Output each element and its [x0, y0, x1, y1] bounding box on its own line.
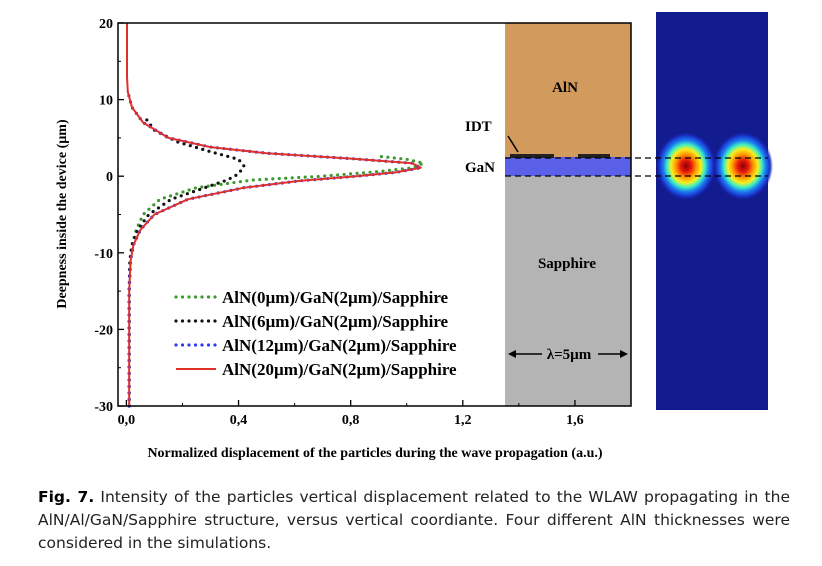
legend-label-3: AlN(12µm)/GaN(2µm)/Sapphire [222, 336, 457, 355]
idt-pointer [507, 135, 519, 153]
figure: AlN IDT GaN Sapphire λ=5µm 20 10 0 -10 -20 -3… [55, 12, 773, 461]
x-tick-label: 0,0 [118, 413, 136, 428]
plot-area [126, 23, 426, 408]
idt-electrode [510, 154, 554, 158]
axes: 20 10 0 -10 -20 -30 0,0 0,4 0,8 1,2 1,6 [94, 17, 632, 428]
caption-label: Fig. 7. [38, 488, 95, 506]
caption-text: Intensity of the particles vertical disp… [38, 488, 790, 552]
legend-label-2: AlN(6µm)/GaN(2µm)/Sapphire [222, 312, 449, 331]
wavelength-arrow [508, 350, 628, 358]
y-tick-label: -10 [94, 247, 113, 262]
figure-caption: Fig. 7. Intensity of the particles verti… [38, 486, 790, 555]
gan-label: GaN [465, 160, 495, 176]
legend-label-1: AlN(0µm)/GaN(2µm)/Sapphire [222, 288, 449, 307]
legend-label-4: AlN(20µm)/GaN(2µm)/Sapphire [222, 360, 457, 379]
series-line-2 [127, 117, 246, 408]
x-tick-label: 0,8 [342, 413, 360, 428]
idt-label: IDT [465, 119, 492, 135]
idt-electrode [578, 154, 610, 158]
y-tick-label: -20 [94, 323, 113, 338]
aln-layer [505, 23, 631, 157]
gan-layer [505, 157, 631, 176]
y-tick-label: 10 [99, 94, 113, 109]
x-tick-label: 1,6 [566, 413, 584, 428]
legend: AlN(0µm)/GaN(2µm)/Sapphire AlN(6µm)/GaN(2… [174, 288, 457, 379]
y-tick-label: -30 [94, 400, 113, 415]
sapphire-label: Sapphire [538, 256, 596, 272]
x-tick-label: 1,2 [454, 413, 472, 428]
series-line-4 [126, 23, 422, 406]
x-tick-label: 0,4 [230, 413, 248, 428]
aln-label: AlN [552, 80, 578, 96]
wavelength-label: λ=5µm [547, 347, 592, 363]
sapphire-layer [505, 176, 631, 406]
x-axis-title: Normalized displacement of the particles… [147, 446, 602, 461]
y-tick-label: 20 [99, 17, 113, 32]
y-axis-title: Deepness inside the device (µm) [55, 119, 70, 309]
displacement-field-map [656, 12, 773, 410]
y-tick-label: 0 [106, 170, 113, 185]
